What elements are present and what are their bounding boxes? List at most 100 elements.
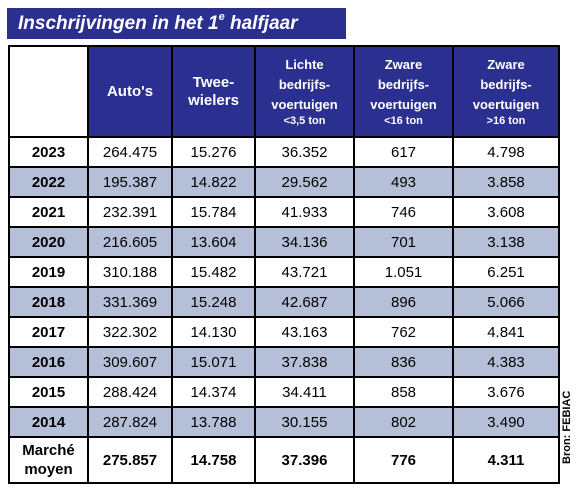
table-cell: 802 [353,406,454,438]
header-line: Twee- [192,73,235,91]
table-cell: 14.822 [171,166,256,198]
table-cell: 13.604 [171,226,256,258]
table-cell: 617 [353,136,454,168]
average-row: Marché moyen 275.857 14.758 37.396 776 4.311 [8,436,560,484]
row-year: 2014 [8,406,89,438]
header-line: voertuigen [271,97,338,112]
average-label-line: moyen [24,461,73,478]
header-row: Auto's Twee- wielers Lichte bedrijfs- vo… [8,45,560,138]
column-header-cars: Auto's [87,45,173,138]
table-cell: 30.155 [254,406,355,438]
header-line: Zware [487,57,525,72]
table-cell: 34.411 [254,376,355,408]
table-cell: 36.352 [254,136,355,168]
table-cell: 29.562 [254,166,355,198]
table-cell: 216.605 [87,226,173,258]
table-cell: 701 [353,226,454,258]
table-cell: 195.387 [87,166,173,198]
table-cell: 15.248 [171,286,256,318]
table-row: 2019 310.188 15.482 43.721 1.051 6.251 [8,256,560,288]
row-year: 2016 [8,346,89,378]
table-cell: 15.482 [171,256,256,288]
table-cell: 15.276 [171,136,256,168]
header-line: voertuigen [472,97,540,112]
row-year: 2022 [8,166,89,198]
table-cell: 6.251 [452,256,560,288]
row-year: 2017 [8,316,89,348]
table-row: 2018 331.369 15.248 42.687 896 5.066 [8,286,560,318]
title-text: Inschrijvingen in het 1 [18,13,219,34]
table-cell: 14.130 [171,316,256,348]
table-cell: 43.721 [254,256,355,288]
column-header-two-wheelers: Twee- wielers [171,45,256,138]
header-line: voertuigen [370,97,437,112]
average-cell: 4.311 [452,436,560,484]
source-note: Bron: FEBIAC [561,390,573,464]
table-title: Inschrijvingen in het 1e halfjaar [7,8,346,39]
table-cell: 858 [353,376,454,408]
table-cell: 896 [353,286,454,318]
table-cell: 13.788 [171,406,256,438]
table-cell: 310.188 [87,256,173,288]
row-year: 2019 [8,256,89,288]
average-cell: 37.396 [254,436,355,484]
table-cell: 4.798 [452,136,560,168]
title-superscript: e [218,10,225,23]
row-year: 2015 [8,376,89,408]
table-cell: 5.066 [452,286,560,318]
table-cell: 14.374 [171,376,256,408]
table-cell: 3.676 [452,376,560,408]
row-year: 2021 [8,196,89,228]
table-row: 2015 288.424 14.374 34.411 858 3.676 [8,376,560,408]
title-suffix: halfjaar [224,13,298,34]
average-cell: 776 [353,436,454,484]
table-cell: 42.687 [254,286,355,318]
header-line: bedrijfs- [377,77,430,92]
table-cell: 493 [353,166,454,198]
table-cell: 3.138 [452,226,560,258]
row-year: 2023 [8,136,89,168]
header-line: Lichte [285,57,324,72]
table-cell: 836 [353,346,454,378]
corner-cell [8,45,89,138]
average-cell: 275.857 [87,436,173,484]
table-row: 2017 322.302 14.130 43.163 762 4.841 [8,316,560,348]
row-year: 2018 [8,286,89,318]
table-cell: 43.163 [254,316,355,348]
table-row: 2021 232.391 15.784 41.933 746 3.608 [8,196,560,228]
table-cell: 287.824 [87,406,173,438]
header-line: bedrijfs- [480,77,532,92]
column-header-heavy-under-16t: Zware bedrijfs- voertuigen <16 ton [353,45,454,138]
table-cell: 232.391 [87,196,173,228]
header-line: wielers [188,91,239,109]
header-line: bedrijfs- [278,77,331,92]
table-cell: 15.071 [171,346,256,378]
table-cell: 746 [353,196,454,228]
table-cell: 3.608 [452,196,560,228]
table-cell: 15.784 [171,196,256,228]
average-label-line: Marché [22,442,75,459]
table-cell: 34.136 [254,226,355,258]
table-cell: 264.475 [87,136,173,168]
table-body: 2023 264.475 15.276 36.352 617 4.798 2022 195.3… [8,136,560,484]
table-cell: 37.838 [254,346,355,378]
table-cell: 3.858 [452,166,560,198]
table-cell: 4.383 [452,346,560,378]
table-row: 2022 195.387 14.822 29.562 493 3.858 [8,166,560,198]
table-row: 2020 216.605 13.604 34.136 701 3.138 [8,226,560,258]
table-row: 2023 264.475 15.276 36.352 617 4.798 [8,136,560,168]
table-cell: 1.051 [353,256,454,288]
row-year: 2020 [8,226,89,258]
table-row: 2016 309.607 15.071 37.838 836 4.383 [8,346,560,378]
table-cell: 288.424 [87,376,173,408]
column-header-heavy-over-16t: Zware bedrijfs- voertuigen >16 ton [452,45,560,138]
header-subline: >16 ton [486,115,526,127]
table-row: 2014 287.824 13.788 30.155 802 3.490 [8,406,560,438]
column-header-light-commercial: Lichte bedrijfs- voertuigen <3,5 ton [254,45,355,138]
average-label: Marché moyen [8,436,89,484]
header-subline: <16 ton [384,115,423,127]
registrations-table: Auto's Twee- wielers Lichte bedrijfs- vo… [8,45,560,484]
average-cell: 14.758 [171,436,256,484]
table-cell: 309.607 [87,346,173,378]
header-line: Auto's [106,82,154,100]
